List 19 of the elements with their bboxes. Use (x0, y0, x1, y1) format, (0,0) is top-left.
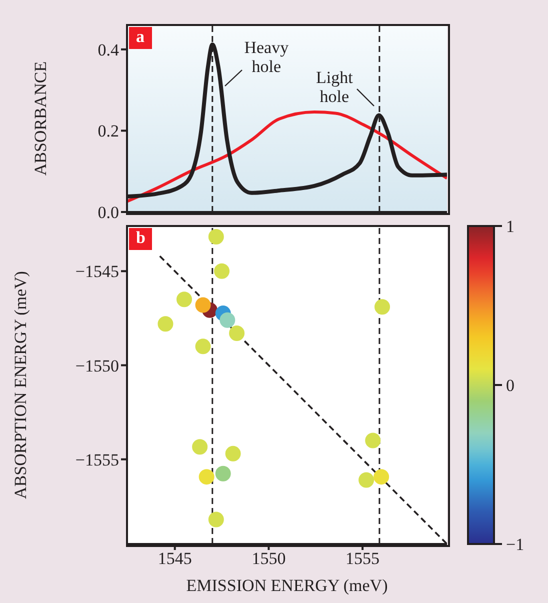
color-bar-label: 0 (506, 376, 514, 395)
color-bar-label: −1 (506, 534, 524, 554)
y-tick-label: −1550 (75, 356, 119, 376)
y-tick-label: 0.4 (98, 40, 120, 60)
y-axis-title: ABSORPTION ENERGY (meV) (11, 271, 30, 499)
y-tick-label: −1555 (75, 450, 119, 470)
x-tick-label: 1555 (346, 549, 380, 568)
annotation: a (129, 27, 152, 49)
annotation: b (129, 228, 152, 250)
y-tick-label: −1545 (75, 262, 119, 282)
y-tick-label: 0.2 (98, 122, 119, 141)
x-axis-title: EMISSION ENERGY (meV) (186, 576, 388, 595)
x-tick-label: 1545 (158, 549, 192, 568)
y-axis-title: ABSORBANCE (31, 61, 50, 176)
y-tick-label: 0.0 (98, 203, 119, 222)
color-bar-label: 1 (506, 216, 514, 236)
annotation: Light hole (315, 68, 354, 106)
annotation: Heavy hole (243, 38, 290, 76)
x-tick-label: 1550 (252, 549, 286, 568)
